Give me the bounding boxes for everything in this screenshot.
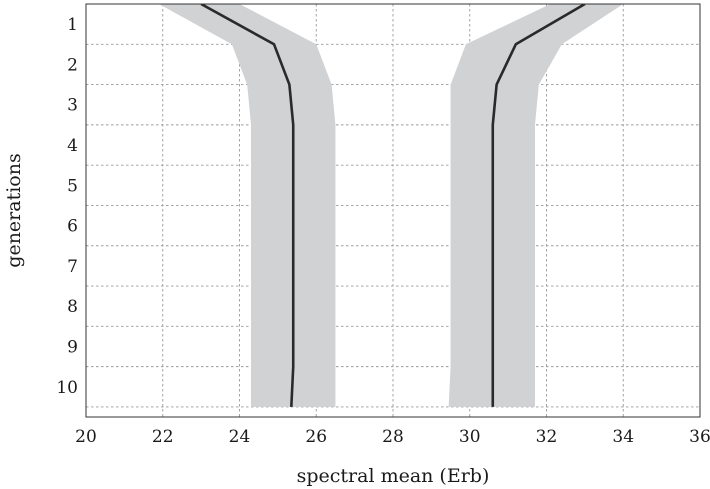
- grid-lines: [86, 4, 700, 417]
- mean-line-1: [200, 4, 295, 407]
- y-tick-label: 8: [67, 297, 78, 317]
- x-tick-label: 32: [536, 427, 558, 447]
- mean-line-2: [491, 4, 586, 407]
- y-tick-label: 1: [67, 15, 78, 35]
- x-tick-label: 36: [689, 427, 710, 447]
- y-tick-label: 7: [67, 257, 78, 277]
- x-tick-label: 34: [612, 427, 634, 447]
- y-axis-title: generations: [3, 153, 25, 267]
- y-tick-label: 5: [67, 176, 78, 196]
- x-tick-label: 28: [382, 427, 404, 447]
- y-tick-label: 3: [67, 96, 78, 116]
- y-tick-label: 6: [67, 217, 78, 237]
- mean-lines: [200, 4, 586, 407]
- x-tick-label: 20: [75, 427, 97, 447]
- x-tick-label: 30: [459, 427, 481, 447]
- x-tick-label: 26: [305, 427, 327, 447]
- x-tick-label: 24: [229, 427, 251, 447]
- x-tick-labels: 20 22 24 26 28 30 32 34 36: [75, 427, 710, 447]
- x-tick-label: 22: [152, 427, 174, 447]
- y-tick-label: 4: [67, 136, 78, 156]
- plot-frame: [85, 3, 701, 418]
- y-tick-label: 10: [56, 378, 78, 398]
- y-tick-label: 2: [67, 55, 78, 75]
- y-tick-label: 9: [67, 337, 78, 357]
- y-tick-labels: 1 2 3 4 5 6 7 8 9 10: [56, 15, 78, 398]
- x-axis-title: spectral mean (Erb): [297, 465, 490, 487]
